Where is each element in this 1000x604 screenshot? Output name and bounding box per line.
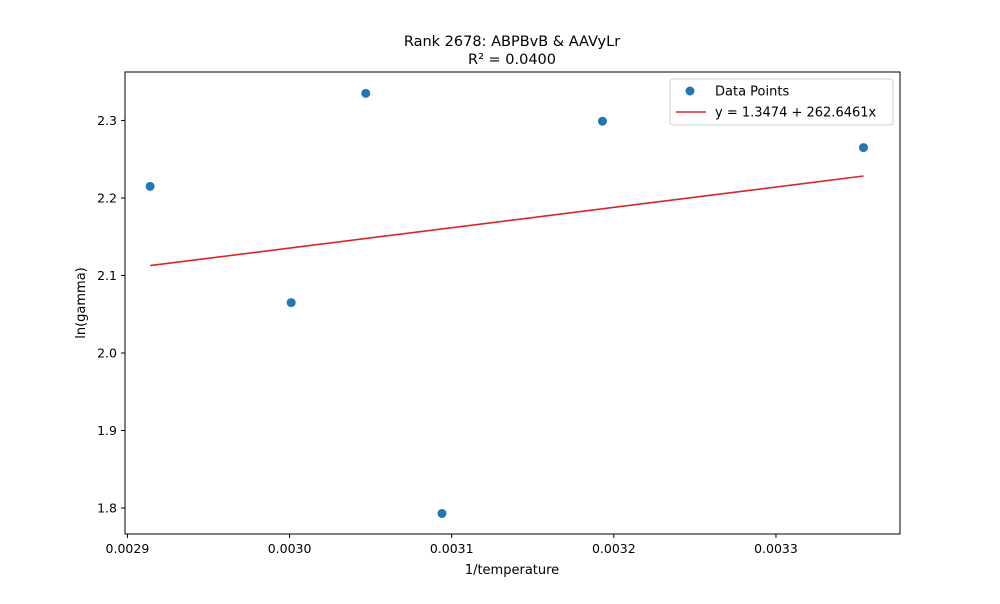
legend-label-fit-line: y = 1.3474 + 262.6461x [715,106,877,121]
x-axis-label: 1/temperature [465,563,559,578]
y-axis-label: ln(gamma) [74,267,89,339]
y-axis: 1.8 1.9 2.0 2.1 2.2 2.3 [97,113,125,516]
y-tick-label: 1.8 [97,501,117,516]
x-tick-label: 0.0030 [268,541,312,556]
legend: Data Points y = 1.3474 + 262.6461x [669,78,894,126]
y-tick-label: 1.9 [97,423,117,438]
x-tick-label: 0.0033 [754,541,798,556]
y-tick-label: 2.3 [97,113,117,128]
data-point [361,88,371,98]
chart-subtitle: R² = 0.0400 [468,52,556,68]
y-tick-label: 2.0 [97,345,117,360]
legend-label-data-points: Data Points [715,85,789,100]
legend-box [669,78,894,126]
data-point [145,181,155,191]
data-point [286,298,296,308]
data-point [597,116,607,126]
plot-frame [124,71,901,535]
data-point [437,508,447,518]
y-tick-label: 2.2 [97,190,117,205]
x-tick-label: 0.0032 [592,541,636,556]
legend-marker-data-points [685,86,695,96]
data-point [859,143,869,153]
x-axis: 0.0029 0.0030 0.0031 0.0032 0.0033 [106,534,798,556]
x-tick-label: 0.0029 [106,541,150,556]
chart-title: Rank 2678: ABPBvB & AAVyLr [404,34,620,50]
fit-line [150,175,864,267]
y-tick-label: 2.1 [97,268,117,283]
x-tick-label: 0.0031 [430,541,474,556]
plot-area [145,88,869,518]
